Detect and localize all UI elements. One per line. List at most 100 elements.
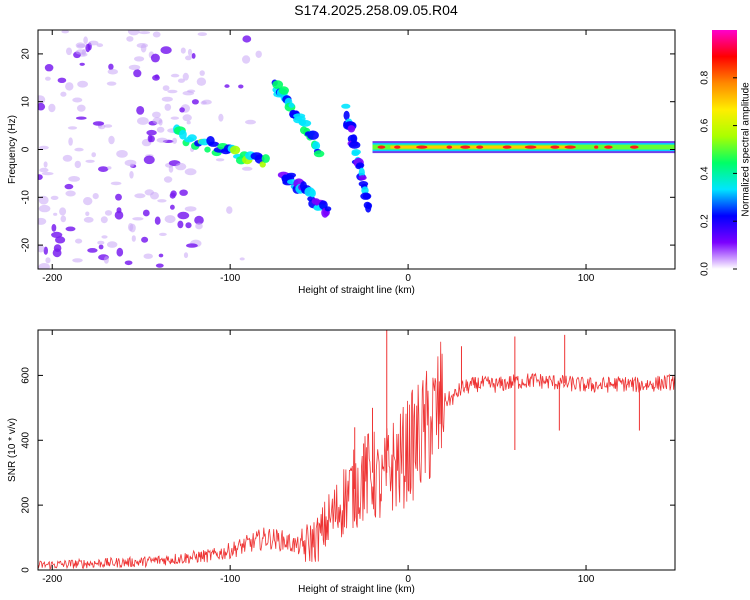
noise-blob <box>218 113 224 122</box>
noise-blob <box>98 166 109 173</box>
y-tick-label: 0 <box>21 146 32 152</box>
x-tick-label: -200 <box>42 574 62 585</box>
colorbar-tick-label: 0.4 <box>700 166 711 180</box>
noise-blob <box>143 155 155 165</box>
x-tick-label: -100 <box>220 273 240 284</box>
y-tick-label: -10 <box>21 190 32 205</box>
noise-blob <box>136 106 145 115</box>
noise-blob <box>67 126 78 130</box>
noise-blob <box>116 247 124 257</box>
noise-blob <box>156 126 165 133</box>
x-tick-label: -200 <box>42 273 62 284</box>
noise-blob <box>134 56 145 62</box>
colorbar: 0.0 0.2 0.4 0.6 0.8 Normalized spectral ampl… <box>700 30 750 276</box>
noise-blob <box>245 119 256 125</box>
noise-blob <box>238 84 244 89</box>
noise-blob <box>38 95 46 105</box>
streak-blob <box>343 110 350 121</box>
noise-blob <box>76 44 87 48</box>
carrier-peak-dot <box>476 145 484 149</box>
noise-blob <box>74 147 84 152</box>
spectrogram-image <box>38 30 675 269</box>
noise-blob <box>152 117 163 125</box>
streak-blob <box>356 162 365 168</box>
spectrogram-ylabel: Frequency (Hz) <box>7 115 18 184</box>
noise-blob <box>177 220 184 229</box>
streak-blob <box>261 154 270 163</box>
streak-blob <box>288 102 295 108</box>
noise-blob <box>77 80 88 88</box>
y-tick-label: 20 <box>21 48 32 60</box>
carrier-peak-dot <box>502 145 512 149</box>
streak-blob <box>208 141 220 147</box>
noise-blob <box>57 77 67 84</box>
noise-blob <box>187 48 193 56</box>
noise-blob <box>53 212 58 216</box>
spectrogram-noise-blobs <box>38 30 262 269</box>
noise-blob <box>182 114 192 122</box>
noise-blob <box>180 47 186 54</box>
streak-blob <box>299 119 312 127</box>
noise-blob <box>170 204 175 210</box>
noise-blob <box>124 260 133 266</box>
noise-blob <box>103 256 109 264</box>
snr-spikes <box>354 330 640 489</box>
streak-blob <box>179 129 187 140</box>
noise-blob <box>186 120 191 125</box>
y-tick-label: -20 <box>21 237 32 252</box>
noise-blob <box>187 89 196 93</box>
noise-blob <box>107 241 118 248</box>
y-tick-label: 0 <box>21 567 32 573</box>
streak-blob <box>230 145 241 155</box>
noise-blob <box>183 252 189 259</box>
noise-blob <box>131 235 136 242</box>
noise-blob <box>60 215 67 223</box>
noise-blob <box>191 53 196 59</box>
noise-blob <box>38 102 46 111</box>
noise-blob <box>107 68 119 75</box>
noise-blob <box>163 176 173 183</box>
y-tick-label: 600 <box>21 367 32 384</box>
noise-blob <box>85 159 95 163</box>
streak-blob <box>309 189 316 198</box>
noise-blob <box>45 257 51 264</box>
noise-blob <box>185 222 192 229</box>
noise-blob <box>83 197 93 206</box>
streak-blob <box>324 206 332 212</box>
noise-blob <box>38 217 47 225</box>
noise-blob <box>88 40 99 46</box>
noise-blob <box>184 168 197 176</box>
streak-blob <box>358 167 365 178</box>
noise-blob <box>138 31 151 35</box>
noise-blob <box>38 204 51 213</box>
noise-blob <box>51 224 57 232</box>
noise-blob <box>156 137 168 143</box>
snr-xlabel: Height of straight line (km) <box>298 584 415 595</box>
spectrogram-xlabel: Height of straight line (km) <box>298 285 415 296</box>
y-tick-label: 10 <box>21 96 32 108</box>
noise-blob <box>65 82 74 91</box>
noise-blob <box>242 35 252 43</box>
noise-blob <box>48 103 56 113</box>
noise-blob <box>199 70 205 76</box>
noise-blob <box>196 77 207 86</box>
noise-blob <box>41 172 54 176</box>
noise-blob <box>85 211 90 217</box>
noise-blob <box>197 32 207 36</box>
snr-axes: -200 -100 0 100 0 200 400 600 <box>21 329 676 585</box>
noise-blob <box>152 31 161 38</box>
noise-blob <box>103 124 113 128</box>
streak-blob <box>362 193 371 200</box>
noise-blob <box>170 116 179 120</box>
noise-blob <box>65 190 76 197</box>
noise-blob <box>51 231 63 238</box>
noise-blob <box>255 50 262 58</box>
noise-blob <box>38 245 45 253</box>
snr-plot-area <box>38 330 675 570</box>
streak-blob <box>348 141 361 149</box>
noise-blob <box>148 135 155 143</box>
carrier-peak-dot <box>594 145 599 149</box>
noise-blob <box>150 53 160 63</box>
colorbar-tick-label: 0.2 <box>700 214 711 228</box>
